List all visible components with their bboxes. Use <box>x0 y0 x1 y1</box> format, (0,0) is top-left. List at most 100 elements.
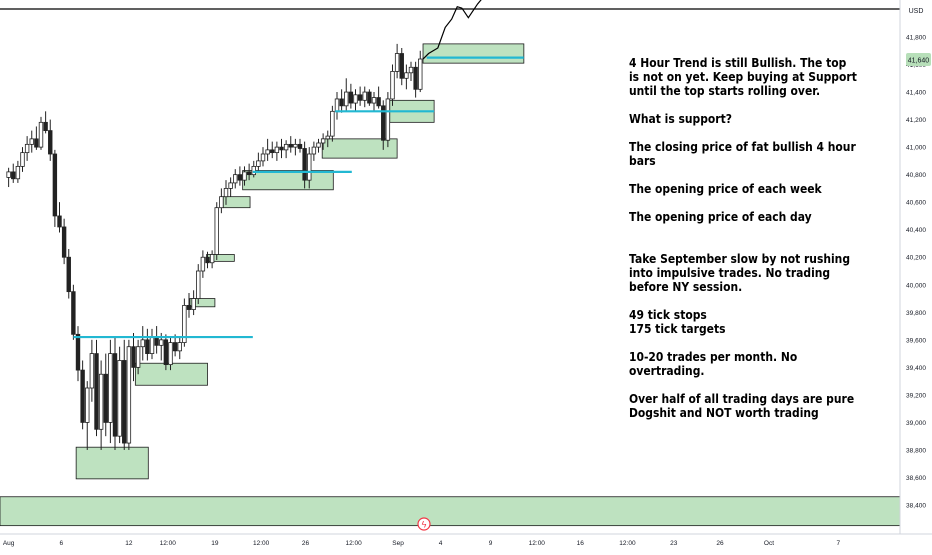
candle-body <box>390 71 395 100</box>
candle-body <box>11 171 16 180</box>
candle <box>182 298 187 347</box>
time-axis[interactable]: Aug 6 12 12:00 19 12:00 26 12:00 Sep 4 9 12:00 16 12:… <box>3 540 841 547</box>
candle-body <box>256 160 261 167</box>
candle-body <box>237 174 243 181</box>
candle-body <box>122 360 127 444</box>
candle-body <box>205 256 210 264</box>
candle <box>270 141 275 159</box>
candle-body <box>112 353 118 437</box>
candle-body <box>85 387 90 423</box>
candle-body <box>242 171 247 181</box>
candle-body <box>191 298 196 310</box>
time-tick-label: Oct <box>764 540 774 547</box>
candle <box>307 147 312 189</box>
support-zone[interactable] <box>222 196 251 209</box>
candle-body <box>228 182 233 189</box>
candle-body <box>260 153 266 162</box>
time-tick-label: 12:00 <box>253 540 270 547</box>
candle <box>48 119 53 161</box>
time-tick-label: 12:00 <box>529 540 546 547</box>
candle <box>293 138 298 156</box>
candle <box>316 138 321 153</box>
candle <box>89 339 95 402</box>
projection-drawing <box>422 0 487 60</box>
candle <box>228 177 233 197</box>
support-zone[interactable] <box>75 446 149 480</box>
candle <box>11 163 16 183</box>
support-zone[interactable] <box>242 170 334 191</box>
candle <box>145 328 150 361</box>
candle-body <box>38 121 44 148</box>
candle <box>196 264 201 305</box>
candle-body <box>325 135 330 140</box>
candle <box>149 328 155 360</box>
support-zone[interactable] <box>189 298 216 308</box>
projection-path[interactable] <box>422 0 487 60</box>
event-marker[interactable]: ϟ <box>417 517 431 531</box>
candle-body <box>279 146 284 151</box>
time-tick-label: 4 <box>439 540 443 547</box>
candle-body <box>43 121 48 132</box>
candle <box>288 136 293 153</box>
candle-body <box>75 333 81 371</box>
candle-body <box>283 143 289 151</box>
candle-body <box>177 342 182 352</box>
support-zone[interactable] <box>0 496 901 527</box>
candle-body <box>89 353 95 389</box>
candle-body <box>371 97 377 104</box>
event-circle[interactable] <box>417 517 431 531</box>
note-spacer <box>629 196 861 210</box>
support-zone[interactable] <box>134 362 208 386</box>
note-trend: 4 Hour Trend is still Bullish. The top i… <box>629 55 857 98</box>
candle-body <box>214 207 219 255</box>
candle <box>330 105 335 142</box>
candle <box>334 92 340 120</box>
candle-body <box>163 339 169 366</box>
note-spacer <box>629 378 861 392</box>
candle <box>302 141 307 189</box>
candle <box>80 360 85 430</box>
note-stops-targets: 49 tick stops 175 tick targets <box>629 307 726 336</box>
candle-body <box>408 66 414 74</box>
candle <box>75 326 81 382</box>
candle <box>279 138 284 159</box>
candle <box>376 86 381 109</box>
candle-body <box>404 72 409 79</box>
note-closing-price: The closing price of fat bullish 4 hour … <box>629 139 856 168</box>
candle <box>362 86 367 108</box>
candle <box>43 111 48 134</box>
currency-label: USD <box>909 8 924 15</box>
candle <box>6 167 11 188</box>
candle-body <box>413 66 418 90</box>
candle <box>274 141 280 161</box>
candle <box>200 250 206 278</box>
candle-body <box>399 53 404 79</box>
candle <box>112 337 118 450</box>
candle <box>381 100 386 150</box>
candle-body <box>149 336 155 354</box>
candle-body <box>353 94 358 104</box>
candle <box>71 284 76 340</box>
price-axis[interactable]: 41,80041,60041,40041,20041,00040,80040,6… <box>906 35 926 510</box>
candle-body <box>200 256 206 272</box>
candle <box>339 89 344 113</box>
candle-body <box>367 91 372 104</box>
candle <box>191 290 196 316</box>
candle-body <box>24 143 30 154</box>
candle-body <box>182 305 187 343</box>
candle-body <box>385 98 391 141</box>
time-tick-label: 26 <box>302 540 310 547</box>
candle <box>404 64 409 90</box>
candle-body <box>362 91 367 101</box>
candle <box>311 141 317 161</box>
candle <box>186 293 192 318</box>
price-tick-label: 41,800 <box>906 35 926 42</box>
candles <box>6 43 423 450</box>
time-tick-label: 12 <box>125 540 133 547</box>
support-zone[interactable] <box>321 138 398 159</box>
candle <box>34 126 39 150</box>
candle-body <box>66 256 71 293</box>
price-tick-label: 39,600 <box>906 337 926 344</box>
